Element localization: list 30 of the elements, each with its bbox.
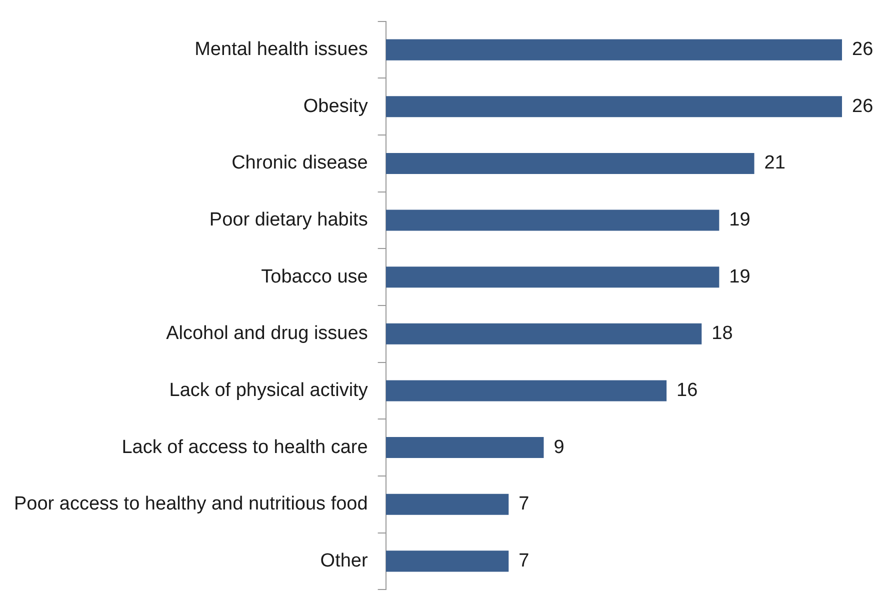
bar <box>386 550 509 572</box>
y-tick-label: Poor dietary habits <box>209 210 368 231</box>
bar <box>386 39 842 60</box>
y-tick-label: Lack of access to health care <box>122 436 368 458</box>
y-tick-label: Lack of physical activity <box>169 380 368 401</box>
data-label: 21 <box>764 152 786 174</box>
y-tick-label: Alcohol and drug issues <box>166 323 368 344</box>
data-label: 18 <box>712 323 733 344</box>
data-label: 19 <box>729 210 750 231</box>
y-tick-label: Obesity <box>303 96 368 117</box>
data-label: 7 <box>518 550 530 572</box>
y-tick-label: Poor access to healthy and nutritious food <box>14 494 368 515</box>
y-tick-label: Other <box>320 550 368 572</box>
data-label: 9 <box>554 436 564 458</box>
data-label: 16 <box>676 380 698 401</box>
y-tick-label: Mental health issues <box>194 39 368 60</box>
bar <box>386 323 702 344</box>
bar <box>386 96 842 118</box>
data-label: 26 <box>852 96 874 117</box>
bar <box>386 437 544 458</box>
bar <box>386 494 509 515</box>
data-label: 19 <box>729 266 750 288</box>
bar <box>386 380 667 402</box>
bar <box>386 210 720 231</box>
bar <box>386 152 754 174</box>
bar <box>386 266 720 288</box>
data-label: 26 <box>852 39 874 60</box>
data-label: 7 <box>518 494 530 515</box>
y-tick-label: Chronic disease <box>232 152 368 174</box>
y-tick-label: Tobacco use <box>261 266 368 288</box>
